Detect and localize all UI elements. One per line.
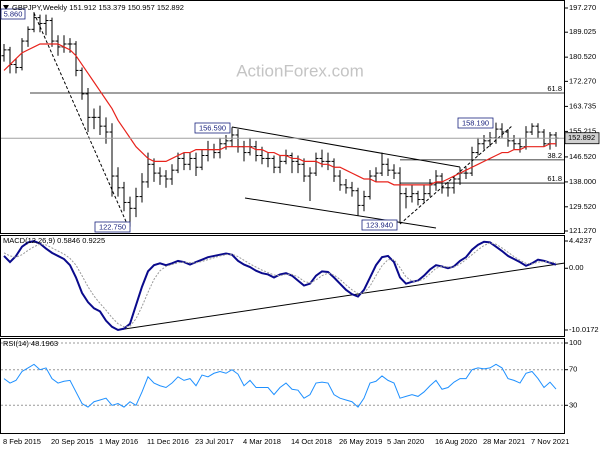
y-tick-label: 100 (569, 338, 582, 347)
trend-line (231, 126, 461, 168)
x-tick-label: 11 Dec 2016 (147, 437, 189, 446)
panel-title: GBPJPY,Weekly 151.912 153.379 150.957 15… (12, 3, 184, 12)
panel-title: MACD(12,26,9) 0.5846 0.9225 (3, 236, 105, 245)
price-label-box (194, 122, 231, 134)
y-tick-label: 4.4237 (569, 236, 592, 245)
y-tick-label: 189.025 (569, 27, 596, 36)
y-tick-label: 163.735 (569, 101, 596, 110)
y-tick-label: 30 (569, 400, 577, 409)
x-tick-label: 16 Aug 2020 (435, 437, 477, 446)
x-tick-label: 1 May 2016 (99, 437, 138, 446)
current-price-box (564, 132, 600, 145)
fib-label: 61.8 (547, 174, 562, 183)
price-label: 123.940 (366, 220, 393, 229)
y-tick-label: 180.520 (569, 52, 596, 61)
series-line (3, 242, 557, 328)
y-tick-label: 155.215 (569, 126, 596, 135)
y-tick-label: 146.520 (569, 152, 596, 161)
trend-line (244, 197, 437, 229)
current-price-label: 152.892 (568, 133, 595, 142)
price-label-box (457, 117, 494, 129)
x-tick-label: 5 Jan 2020 (387, 437, 424, 446)
macd-trend-line (117, 262, 566, 331)
series-line (3, 239, 557, 332)
price-label-box (94, 221, 131, 233)
x-tick-label: 28 Mar 2021 (483, 437, 525, 446)
price-label: 156.590 (199, 123, 226, 132)
trend-line (33, 12, 129, 227)
moving-average (3, 43, 556, 186)
y-tick-label: 138.000 (569, 177, 596, 186)
price-label: 122.750 (99, 222, 126, 231)
price-label: 5.860 (4, 9, 23, 18)
x-tick-label: 26 May 2019 (339, 437, 382, 446)
y-tick-label: 129.520 (569, 202, 596, 211)
watermark: ActionForex.com (236, 61, 364, 80)
y-tick-label: -10.0172 (569, 325, 599, 334)
x-tick-label: 14 Oct 2018 (291, 437, 332, 446)
y-tick-label: 121.270 (569, 226, 596, 235)
series-line (3, 363, 557, 408)
y-tick-label: 197.270 (569, 3, 596, 12)
y-tick-label: 172.270 (569, 76, 596, 85)
y-tick-label: 0.00 (569, 263, 584, 272)
x-tick-label: 23 Jul 2017 (195, 437, 234, 446)
x-tick-label: 20 Sep 2015 (51, 437, 94, 446)
y-tick-label: 70 (569, 365, 577, 374)
panel-title: RSI(14) 48.1963 (3, 339, 58, 348)
x-tick-label: 4 Mar 2018 (243, 437, 281, 446)
price-label-box (361, 219, 398, 231)
price-label-box (0, 8, 26, 20)
x-tick-label: 8 Feb 2015 (3, 437, 41, 446)
macd-panel-frame (0, 235, 565, 337)
fib-label: 38.2 (547, 151, 562, 160)
rsi-panel-frame (0, 338, 565, 434)
x-tick-label: 7 Nov 2021 (531, 437, 569, 446)
price-panel-frame (0, 0, 565, 234)
price-label: 158.190 (462, 118, 489, 127)
fib-label: 61.8 (547, 84, 562, 93)
header-icon (3, 5, 9, 10)
